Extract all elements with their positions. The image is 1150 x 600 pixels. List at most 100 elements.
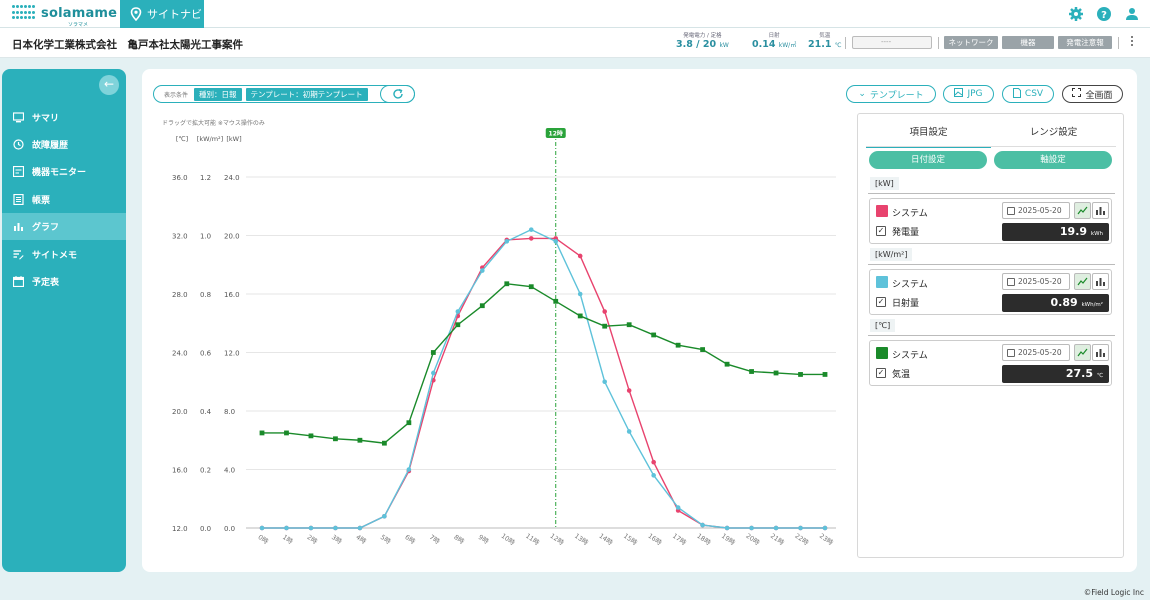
x-tick-label: 19時 xyxy=(720,532,737,547)
x-tick-label: 16時 xyxy=(646,532,663,547)
template-tag: テンプレート：初期テンプレート xyxy=(245,87,368,101)
bar-chart-toggle-icon[interactable] xyxy=(1092,202,1109,219)
series-date-field[interactable]: 2025-05-20 xyxy=(1002,273,1070,290)
line-chart-toggle-icon[interactable] xyxy=(1074,202,1091,219)
sidebar-item-device-monitor[interactable]: 機器モニター xyxy=(2,158,126,185)
tab-item-settings[interactable]: 項目設定 xyxy=(866,124,991,148)
status-field[interactable]: ---- xyxy=(852,36,932,49)
series-card-irradiance: システム 2025-05-20 ✓ 日射量 0.89 kWh/m² xyxy=(869,269,1112,315)
monitor-icon xyxy=(13,112,24,123)
sidebar-item-summary[interactable]: サマリ xyxy=(2,104,126,131)
metric-value-box: 0.89 kWh/m² xyxy=(1002,294,1109,312)
axis-settings-button[interactable]: 軸設定 xyxy=(994,151,1112,169)
data-point xyxy=(577,253,583,259)
series-date-field[interactable]: 2025-05-20 xyxy=(1002,344,1070,361)
data-point xyxy=(528,227,534,232)
divider xyxy=(938,37,939,49)
data-point xyxy=(626,429,632,434)
x-tick-label: 2時 xyxy=(305,533,319,546)
sidebar-item-schedule[interactable]: 予定表 xyxy=(2,268,126,295)
memo-icon xyxy=(13,249,24,260)
collapse-sidebar-button[interactable]: ← xyxy=(99,75,119,95)
gear-icon[interactable] xyxy=(1068,6,1084,22)
refresh-button[interactable] xyxy=(380,85,415,103)
line-chart-toggle-icon[interactable] xyxy=(1074,273,1091,290)
data-point xyxy=(822,372,828,377)
display-conditions[interactable]: 表示条件 種別：日報 テンプレート：初期テンプレート xyxy=(153,85,415,103)
data-point xyxy=(480,268,485,273)
top-bar: solamame ソラマメ サイトナビ ? xyxy=(0,0,1150,28)
metric-value: 27.5 xyxy=(1065,367,1093,380)
data-point xyxy=(431,370,436,376)
bar-chart-toggle-icon[interactable] xyxy=(1092,273,1109,290)
date-settings-button[interactable]: 日付設定 xyxy=(869,151,987,169)
x-tick-label: 13時 xyxy=(573,532,590,547)
series-color-swatch[interactable] xyxy=(876,347,888,359)
temperature-unit: ℃ xyxy=(834,42,842,49)
data-point xyxy=(724,361,730,367)
data-point xyxy=(528,284,534,290)
power-label: 発電電力 / 定格 xyxy=(683,33,722,39)
template-button[interactable]: ⌄ テンプレート xyxy=(846,85,936,103)
data-point xyxy=(406,420,412,426)
data-point xyxy=(749,369,754,374)
x-tick-label: 22時 xyxy=(793,532,810,547)
unit-divider xyxy=(868,193,1115,194)
data-point xyxy=(773,525,779,531)
series-checkbox[interactable]: ✓ xyxy=(876,226,886,236)
series-checkbox[interactable]: ✓ xyxy=(876,368,886,378)
series-color-swatch[interactable] xyxy=(876,276,888,288)
user-icon[interactable] xyxy=(1124,6,1140,22)
x-tick-label: 17時 xyxy=(671,532,688,547)
csv-button[interactable]: CSV xyxy=(1002,85,1054,103)
line-chart-toggle-icon[interactable] xyxy=(1074,344,1091,361)
data-point xyxy=(479,303,485,309)
axis-unit-label: [℃] xyxy=(176,135,188,143)
sidebar-item-site-memo[interactable]: サイトメモ xyxy=(2,241,126,268)
data-point xyxy=(773,370,779,376)
site-navi-tab[interactable]: サイトナビ xyxy=(120,0,204,28)
sidebar-item-reports[interactable]: 帳票 xyxy=(2,186,126,213)
jpg-button[interactable]: JPG xyxy=(943,85,994,103)
solamame-logo[interactable]: solamame ソラマメ xyxy=(12,5,117,28)
series-line xyxy=(262,237,825,529)
fullscreen-button[interactable]: 全画面 xyxy=(1062,85,1123,103)
y-tick-label: 24.0 xyxy=(224,174,240,182)
series-date-field[interactable]: 2025-05-20 xyxy=(1002,202,1070,219)
network-status-button[interactable]: ネットワーク xyxy=(944,36,998,49)
more-menu-icon[interactable] xyxy=(1131,36,1134,48)
y-tick-label: 36.0 xyxy=(172,174,188,182)
sidebar: ← サマリ 故障履歴 機器モニター 帳票 グラフ サイトメモ 予定表 xyxy=(2,69,126,572)
fullscreen-icon xyxy=(1072,88,1082,100)
time-marker-label: 12時 xyxy=(549,130,563,138)
file-icon xyxy=(1012,87,1021,101)
data-point xyxy=(382,514,387,519)
settings-panel: 項目設定 レンジ設定 日付設定 軸設定 [kW] システム 2025-05-20… xyxy=(857,113,1124,558)
tab-range-settings[interactable]: レンジ設定 xyxy=(1029,127,1078,138)
divider xyxy=(845,37,846,49)
logo-subtext: ソラマメ xyxy=(68,22,89,28)
series-checkbox[interactable]: ✓ xyxy=(876,297,886,307)
sidebar-item-graph[interactable]: グラフ xyxy=(2,213,126,240)
data-point xyxy=(798,372,803,377)
bar-chart-icon xyxy=(13,221,24,232)
sidebar-item-failure-history[interactable]: 故障履歴 xyxy=(2,131,126,158)
axis-unit-label: [kW] xyxy=(226,135,241,143)
alert-status-button[interactable]: 発電注意報 xyxy=(1058,36,1112,49)
device-status-button[interactable]: 機器 xyxy=(1002,36,1054,49)
data-point xyxy=(284,525,289,531)
data-point xyxy=(406,467,412,472)
x-tick-label: 10時 xyxy=(500,532,517,547)
bar-chart-toggle-icon[interactable] xyxy=(1092,344,1109,361)
x-tick-label: 14時 xyxy=(597,532,614,547)
data-point xyxy=(577,313,583,319)
series-line xyxy=(262,283,825,444)
power-value: 3.8 / 20 xyxy=(676,39,717,50)
sidebar-item-label: 機器モニター xyxy=(32,168,87,178)
line-chart[interactable]: ドラッグで拡大可能 ※マウス操作のみ [℃] [kW/m²] [kW] 36.0 1.2 2… xyxy=(142,109,852,559)
data-point xyxy=(357,437,363,443)
series-color-swatch[interactable] xyxy=(876,205,888,217)
metric-unit: kWh xyxy=(1090,231,1103,237)
help-icon[interactable]: ? xyxy=(1096,6,1112,22)
data-point xyxy=(308,525,314,531)
